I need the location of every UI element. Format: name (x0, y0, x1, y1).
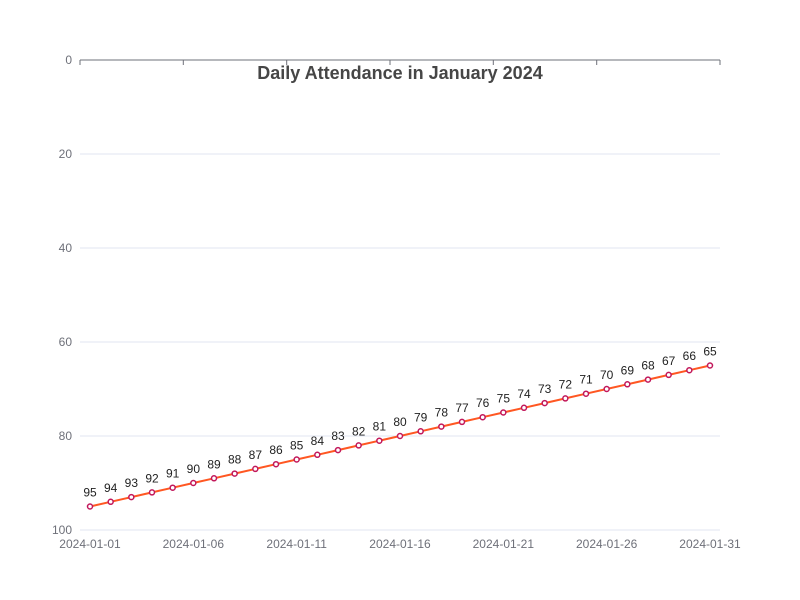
data-label: 71 (579, 373, 593, 387)
data-point (128, 493, 135, 501)
grid-lines (80, 153, 720, 531)
data-point (562, 395, 569, 402)
data-label: 92 (145, 471, 159, 485)
data-point (376, 437, 383, 444)
data-label: 76 (476, 396, 490, 410)
data-point (293, 456, 300, 463)
data-point (582, 390, 590, 397)
data-label: 75 (497, 392, 511, 406)
data-point (438, 423, 445, 430)
data-point (231, 470, 238, 477)
data-label: 95 (83, 486, 97, 500)
x-tick-label: 2024-01-21 (473, 537, 535, 551)
data-point (624, 381, 631, 388)
data-label: 70 (600, 368, 614, 382)
data-label: 69 (621, 363, 635, 377)
data-labels: 95 94 93 92 91 90 89 88 87 86 85 84 83 82 81 80 79 78 77 76… (83, 345, 717, 500)
data-point (334, 446, 342, 454)
data-point (190, 479, 197, 487)
data-label: 91 (166, 467, 180, 481)
data-point (479, 413, 486, 421)
data-point (210, 475, 218, 482)
x-tick-label: 2024-01-11 (266, 537, 327, 551)
data-point (86, 503, 94, 510)
data-label: 84 (311, 434, 325, 448)
x-tick-label: 2024-01-26 (576, 537, 638, 551)
data-label: 77 (455, 401, 469, 415)
series-attendance (86, 362, 714, 510)
data-point (500, 409, 507, 416)
data-point (706, 362, 714, 369)
data-point (644, 376, 652, 383)
data-point (417, 428, 424, 435)
data-point (314, 451, 321, 459)
data-label: 73 (538, 382, 552, 396)
data-label: 74 (517, 387, 531, 401)
data-label: 93 (125, 476, 139, 490)
y-tick-label: 100 (52, 523, 72, 537)
x-tick-label: 2024-01-01 (59, 537, 121, 551)
data-label: 94 (104, 481, 118, 495)
y-tick-label: 40 (59, 241, 73, 255)
data-point (686, 366, 693, 374)
data-point (148, 489, 156, 496)
x-tick-label: 2024-01-31 (679, 537, 741, 551)
y-tick-label: 20 (59, 147, 73, 161)
data-label: 65 (703, 345, 717, 359)
data-label: 82 (352, 424, 366, 438)
data-point (520, 404, 528, 412)
data-label: 87 (249, 448, 263, 462)
x-tick-label: 2024-01-16 (369, 537, 431, 551)
data-point (272, 460, 280, 468)
data-point (355, 442, 362, 449)
data-point (252, 465, 259, 473)
chart-title: Daily Attendance in January 2024 (257, 63, 542, 83)
data-label: 66 (683, 349, 697, 363)
x-tick-label: 2024-01-06 (163, 537, 225, 551)
data-point (541, 399, 548, 407)
data-point (665, 371, 672, 379)
y-tick-label: 0 (65, 53, 72, 67)
data-label: 67 (662, 354, 676, 368)
data-label: 89 (207, 457, 221, 471)
data-label: 88 (228, 453, 242, 467)
data-label: 79 (414, 410, 428, 424)
data-label: 81 (373, 420, 387, 434)
data-label: 83 (331, 429, 345, 443)
data-point (458, 418, 466, 426)
data-label: 68 (641, 359, 655, 373)
y-tick-label: 60 (59, 335, 73, 349)
data-point (107, 498, 114, 506)
y-tick-label: 80 (59, 429, 73, 443)
data-point (169, 484, 176, 491)
data-point (396, 432, 404, 440)
data-label: 90 (187, 462, 201, 476)
data-label: 72 (559, 377, 573, 391)
data-label: 86 (269, 443, 283, 457)
data-label: 85 (290, 439, 304, 453)
data-point (603, 385, 610, 393)
data-label: 78 (435, 406, 449, 420)
data-label: 80 (393, 415, 407, 429)
